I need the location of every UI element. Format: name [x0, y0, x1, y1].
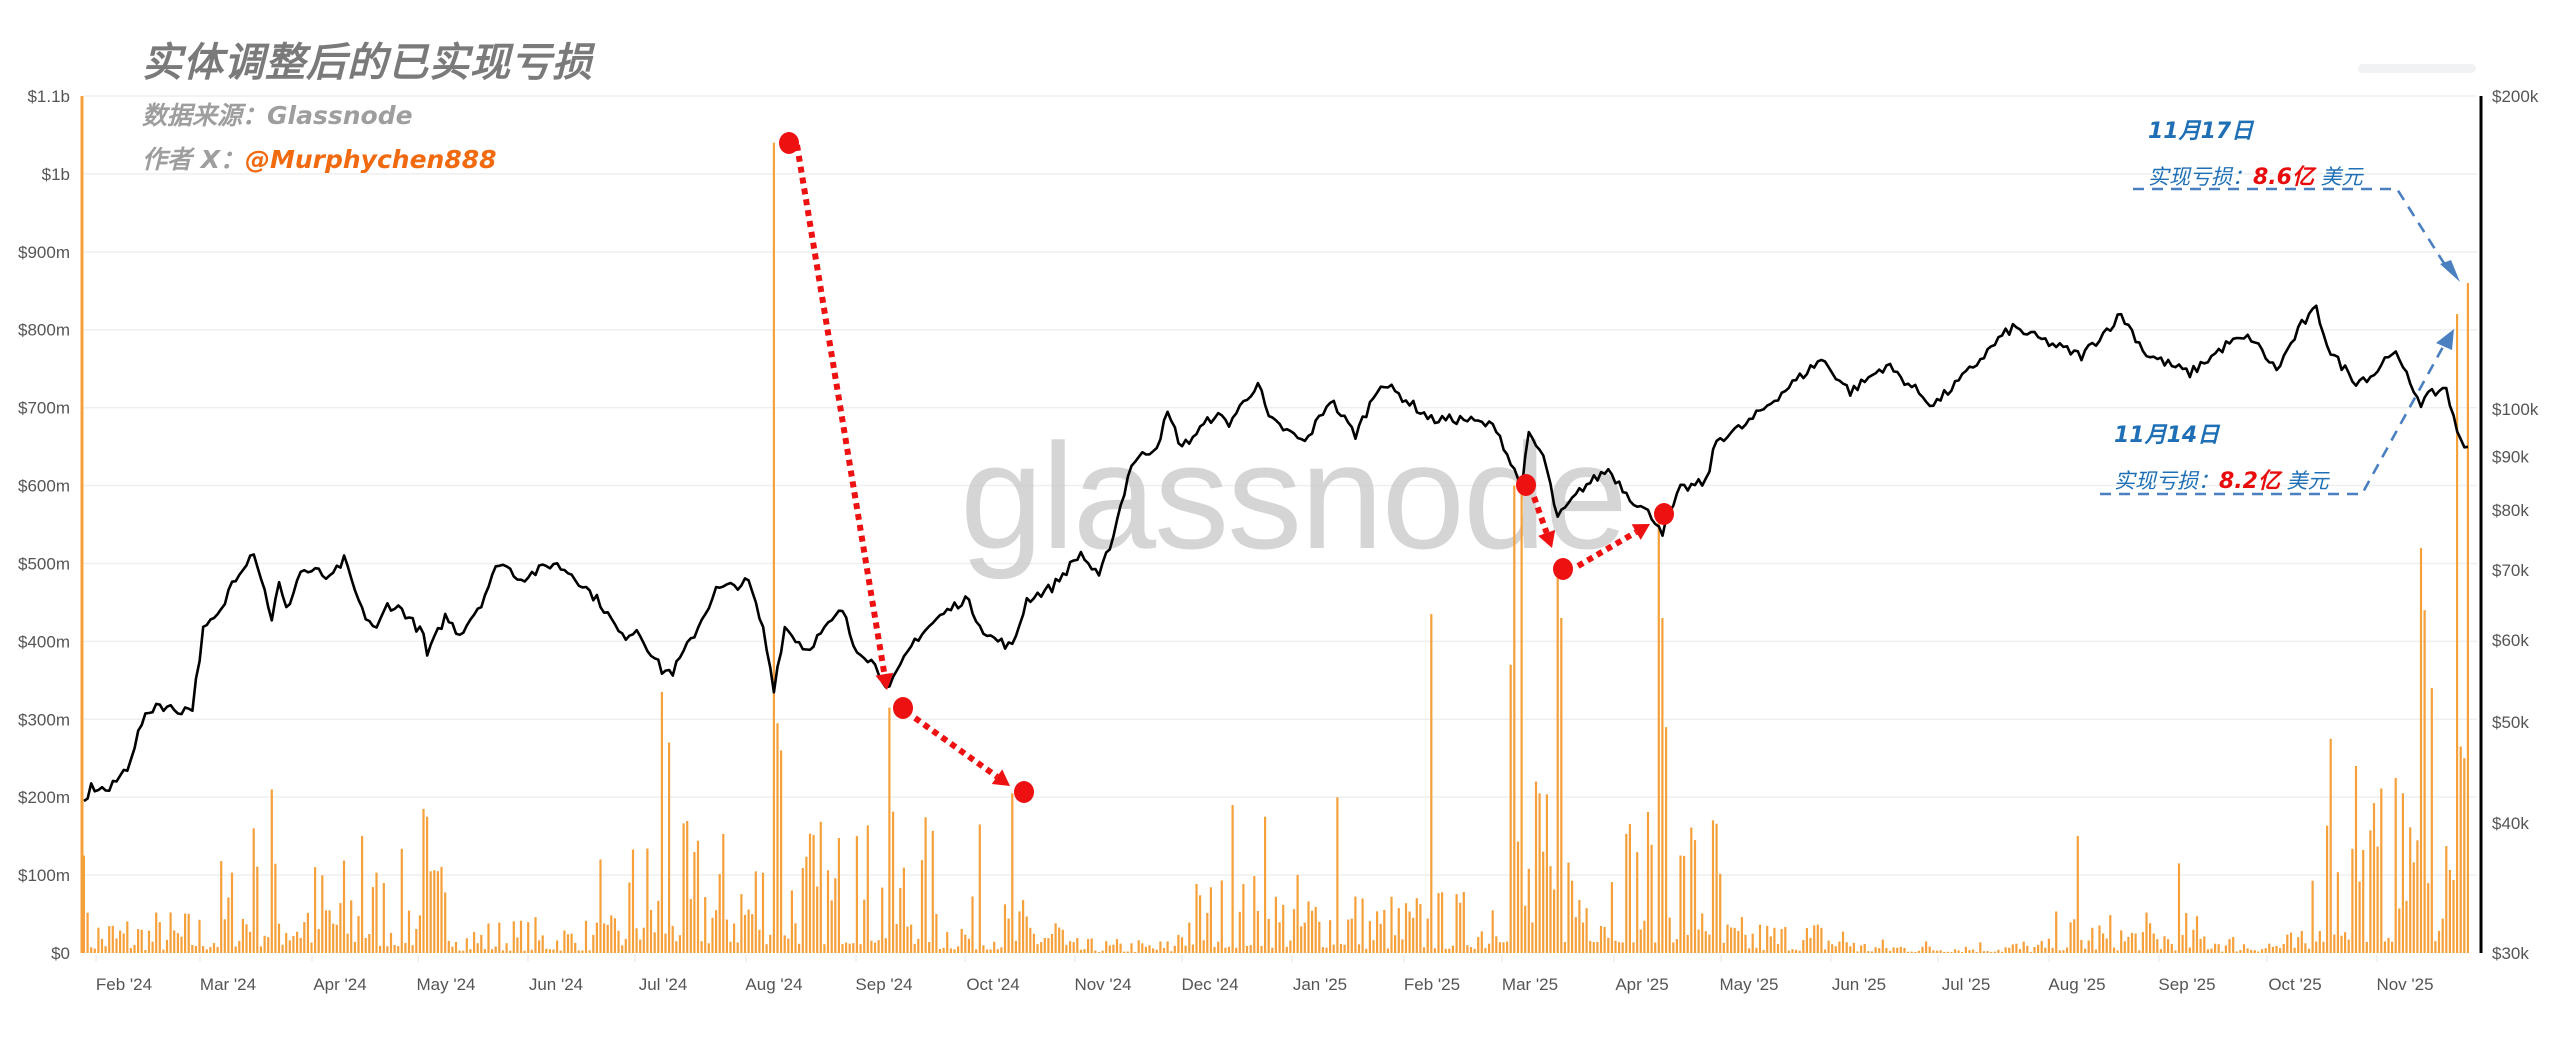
- x-tick-label: Sep '25: [2158, 975, 2215, 994]
- highlight-marker: [1516, 474, 1536, 496]
- author-credit: 作者 X：@Murphychen888: [142, 140, 497, 176]
- source-label: 数据来源：: [142, 101, 268, 130]
- red-dotted-arrow: [1576, 529, 1638, 569]
- annotation-text: 实现亏损：8.6亿 美元: [2148, 159, 2363, 191]
- x-tick-label: Jul '25: [1942, 975, 1991, 994]
- right-tick-label: $80k: [2492, 501, 2529, 520]
- x-tick-label: May '25: [1720, 975, 1779, 994]
- right-tick-label: $100k: [2492, 400, 2539, 419]
- right-tick-label: $200k: [2492, 87, 2539, 106]
- left-tick-label: $1b: [42, 165, 70, 184]
- x-tick-label: Feb '24: [96, 975, 152, 994]
- btc-price-line: [83, 304, 2469, 803]
- x-tick-label: Jun '25: [1832, 975, 1886, 994]
- x-tick-label: Mar '24: [200, 975, 256, 994]
- right-tick-label: $70k: [2492, 561, 2529, 580]
- x-tick-label: Aug '25: [2048, 975, 2105, 994]
- nov14-arrowhead-icon: [2436, 329, 2454, 350]
- annotation-amount: 8.6亿: [2253, 165, 2314, 190]
- x-tick-label: Jan '25: [1293, 975, 1347, 994]
- arrowhead-icon: [875, 672, 894, 690]
- left-tick-label: $900m: [18, 243, 70, 262]
- left-tick-label: $200m: [18, 788, 70, 807]
- left-tick-label: $800m: [18, 321, 70, 340]
- right-tick-label: $40k: [2492, 814, 2529, 833]
- realized-loss-bars: [82, 142, 2469, 954]
- highlight-marker: [1553, 558, 1573, 580]
- annotation-date: 11月14日: [2114, 423, 2220, 448]
- right-tick-label: $30k: [2492, 944, 2529, 963]
- x-tick-label: Oct '25: [2268, 975, 2321, 994]
- red-dotted-arrow: [913, 715, 999, 780]
- red-dotted-arrows: [794, 144, 1650, 786]
- data-source: 数据来源：Glassnode: [142, 96, 413, 132]
- annotation-label: 实现亏损：: [2114, 469, 2219, 493]
- x-tick-label: Aug '24: [745, 975, 802, 994]
- arrowhead-icon: [1631, 524, 1650, 540]
- highlight-marker: [1654, 503, 1674, 525]
- left-tick-label: $1.1b: [27, 87, 70, 106]
- author-label: 作者 X：: [142, 145, 245, 174]
- x-tick-label: Feb '25: [1404, 975, 1460, 994]
- red-markers: [779, 132, 1674, 803]
- nov17-arrowhead-icon: [2440, 260, 2460, 282]
- left-tick-label: $500m: [18, 554, 70, 573]
- right-tick-label: $50k: [2492, 713, 2529, 732]
- highlight-marker: [893, 697, 913, 719]
- x-tick-label: Dec '24: [1181, 975, 1238, 994]
- top-right-pill: [2358, 64, 2476, 73]
- x-tick-label: Nov '24: [1074, 975, 1131, 994]
- x-tick-label: Mar '25: [1502, 975, 1558, 994]
- x-tick-label: Apr '24: [313, 975, 366, 994]
- arrowhead-icon: [991, 769, 1010, 786]
- x-tick-label: Apr '25: [1615, 975, 1668, 994]
- left-axis-ticks: $0 $100m $200m $300m $400m $500m $600m $700m $80…: [18, 87, 70, 963]
- x-tick-label: Oct '24: [966, 975, 1019, 994]
- x-tick-label: Sep '24: [855, 975, 912, 994]
- annotation-date: 11月17日: [2148, 119, 2254, 144]
- annotation-unit: 美元: [2313, 165, 2363, 189]
- highlight-marker: [1014, 781, 1034, 803]
- author-handle: @Murphychen888: [244, 145, 497, 174]
- highlight-marker: [779, 132, 799, 154]
- annotation-amount: 8.2亿: [2219, 469, 2280, 494]
- left-tick-label: $600m: [18, 477, 70, 496]
- annotation-nov14: 11月14日 实现亏损：8.2亿 美元: [2114, 417, 2329, 495]
- source-value: Glassnode: [267, 101, 413, 130]
- annotation-label: 实现亏损：: [2148, 165, 2253, 189]
- red-dotted-arrow: [794, 144, 888, 675]
- right-tick-label: $60k: [2492, 631, 2529, 650]
- left-tick-label: $400m: [18, 632, 70, 651]
- left-tick-label: $100m: [18, 866, 70, 885]
- x-tick-label: Jun '24: [529, 975, 583, 994]
- left-tick-label: $0: [51, 944, 70, 963]
- nov17-connector: [2133, 187, 2449, 269]
- watermark: glassnode: [960, 412, 1626, 580]
- annotation-connectors: [2100, 187, 2449, 496]
- annotation-nov17: 11月17日 实现亏损：8.6亿 美元: [2148, 113, 2363, 191]
- left-tick-label: $700m: [18, 399, 70, 418]
- left-tick-label: $300m: [18, 710, 70, 729]
- x-tick-label: Jul '24: [639, 975, 688, 994]
- annotation-unit: 美元: [2279, 469, 2329, 493]
- right-tick-label: $90k: [2492, 448, 2529, 467]
- x-axis-ticks: Feb '24 Mar '24 Apr '24 May '24 Jun '24 Jul '…: [95, 955, 2434, 994]
- x-tick-label: May '24: [417, 975, 476, 994]
- arrowhead-icon: [1538, 529, 1556, 548]
- annotation-text: 实现亏损：8.2亿 美元: [2114, 463, 2329, 495]
- right-axis-ticks: $200k $100k $90k $80k $70k $60k $50k $40k $30k: [2492, 87, 2539, 963]
- chart-title: 实体调整后的已实现亏损: [142, 40, 593, 86]
- x-tick-label: Nov '25: [2376, 975, 2433, 994]
